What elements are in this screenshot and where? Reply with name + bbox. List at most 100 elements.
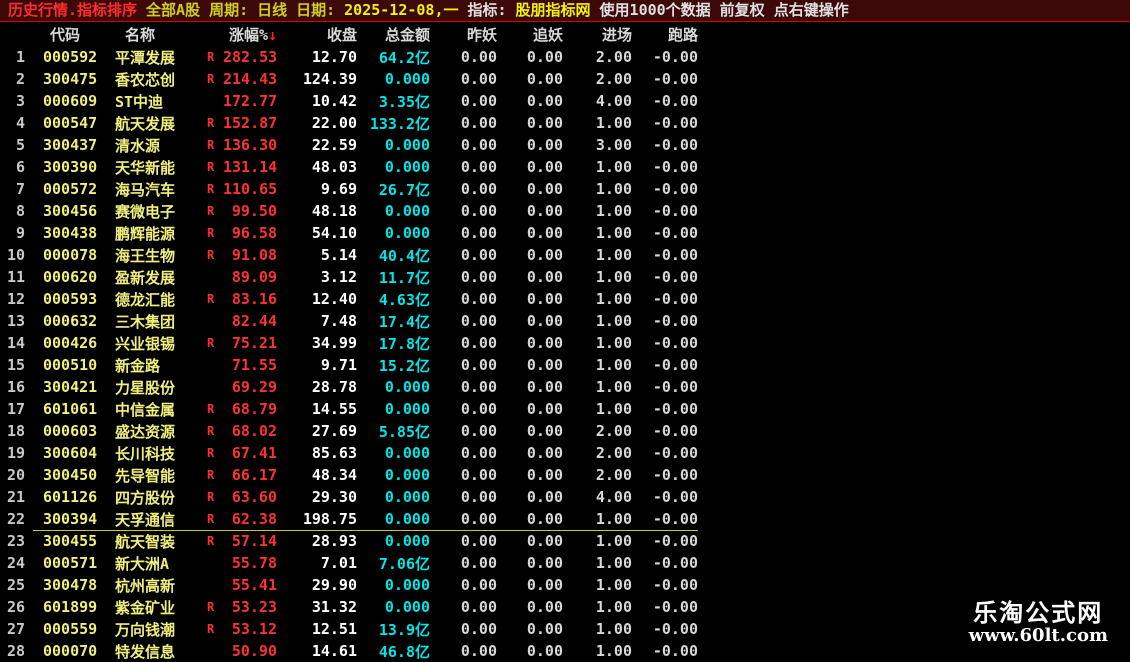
stock-code[interactable]: 300455: [43, 532, 98, 550]
stock-name[interactable]: 航天发展: [115, 114, 176, 133]
stock-code[interactable]: 000592: [43, 48, 98, 66]
stock-name[interactable]: 赛微电子: [115, 202, 176, 221]
stock-name[interactable]: 海马汽车: [115, 180, 176, 199]
jinchang-value: 1.00: [595, 114, 632, 132]
table-row[interactable]: 18 000603 盛达资源 R 68.02 27.69 5.85亿 0.00 …: [0, 420, 1130, 442]
stock-name[interactable]: 航天智装: [115, 532, 176, 551]
table-row[interactable]: 11 000620 盈新发展 89.09 3.12 11.7亿 0.00 0.0…: [0, 266, 1130, 288]
stock-name[interactable]: 平潭发展: [115, 48, 176, 67]
table-row[interactable]: 4 000547 航天发展 R 152.87 22.00 133.2亿 0.00…: [0, 112, 1130, 134]
column-header-paolu[interactable]: 跑路: [667, 25, 698, 44]
table-row[interactable]: 26 601899 紫金矿业 R 53.23 31.32 0.000 0.00 …: [0, 596, 1130, 618]
column-header-jinchang[interactable]: 进场: [601, 25, 632, 44]
stock-name[interactable]: 盛达资源: [115, 422, 176, 441]
table-row[interactable]: 19 300604 长川科技 R 67.41 85.63 0.000 0.00 …: [0, 442, 1130, 464]
column-header-close[interactable]: 收盘: [326, 25, 357, 44]
stock-code[interactable]: 000559: [43, 620, 98, 638]
stock-code[interactable]: 300437: [43, 136, 98, 154]
table-row[interactable]: 3 000609 ST中迪 172.77 10.42 3.35亿 0.00 0.…: [0, 90, 1130, 112]
table-row[interactable]: 8 300456 赛微电子 R 99.50 48.18 0.000 0.00 0…: [0, 200, 1130, 222]
stock-name[interactable]: 新大洲A: [115, 554, 170, 573]
table-row[interactable]: 24 000571 新大洲A 55.78 7.01 7.06亿 0.00 0.0…: [0, 552, 1130, 574]
stock-name[interactable]: 中信金属: [115, 400, 176, 419]
stock-code[interactable]: 300394: [43, 510, 98, 528]
stock-code[interactable]: 000426: [43, 334, 98, 352]
stock-code[interactable]: 300478: [43, 576, 98, 594]
stock-name[interactable]: 新金路: [115, 356, 161, 375]
table-row[interactable]: 12 000593 德龙汇能 R 83.16 12.40 4.63亿 0.00 …: [0, 288, 1130, 310]
column-header-change[interactable]: 涨幅%↓: [223, 24, 277, 45]
stock-code[interactable]: 300390: [43, 158, 98, 176]
table-row[interactable]: 17 601061 中信金属 R 68.79 14.55 0.000 0.00 …: [0, 398, 1130, 420]
table-row[interactable]: 2 300475 香农芯创 R 214.43 124.39 0.000 0.00…: [0, 68, 1130, 90]
stock-name[interactable]: 特发信息: [115, 642, 176, 661]
table-row[interactable]: 28 000070 特发信息 50.90 14.61 46.8亿 0.00 0.…: [0, 640, 1130, 662]
table-row[interactable]: 22 300394 天孚通信 R 62.38 198.75 0.000 0.00…: [0, 508, 1130, 531]
stock-name[interactable]: 四方股份: [115, 488, 176, 507]
stock-code[interactable]: 300604: [43, 444, 98, 462]
stock-code[interactable]: 601126: [43, 488, 98, 506]
table-row[interactable]: 9 300438 鹏辉能源 R 96.58 54.10 0.000 0.00 0…: [0, 222, 1130, 244]
table-row[interactable]: 5 300437 清水源 R 136.30 22.59 0.000 0.00 0…: [0, 134, 1130, 156]
stock-name[interactable]: 长川科技: [115, 444, 176, 463]
stock-name[interactable]: 兴业银锡: [115, 334, 176, 353]
total-amount-value: 64.2亿: [378, 48, 430, 67]
table-row[interactable]: 15 000510 新金路 71.55 9.71 15.2亿 0.00 0.00…: [0, 354, 1130, 376]
column-header-amount[interactable]: 总金额: [384, 25, 430, 44]
table-row[interactable]: 13 000632 三木集团 82.44 7.48 17.4亿 0.00 0.0…: [0, 310, 1130, 332]
stock-name[interactable]: 香农芯创: [115, 70, 176, 89]
stock-name[interactable]: 三木集团: [115, 312, 176, 331]
column-header-code[interactable]: 代码: [50, 25, 81, 44]
stock-code[interactable]: 000572: [43, 180, 98, 198]
stock-code[interactable]: 300450: [43, 466, 98, 484]
table-row[interactable]: 27 000559 万向钱潮 R 53.12 12.51 13.9亿 0.00 …: [0, 618, 1130, 640]
table-row[interactable]: 14 000426 兴业银锡 R 75.21 34.99 17.8亿 0.00 …: [0, 332, 1130, 354]
stock-name[interactable]: 天华新能: [115, 158, 176, 177]
table-row[interactable]: 6 300390 天华新能 R 131.14 48.03 0.000 0.00 …: [0, 156, 1130, 178]
stock-code[interactable]: 300438: [43, 224, 98, 242]
stock-code[interactable]: 000620: [43, 268, 98, 286]
change-percent-value: 83.16: [231, 290, 277, 308]
table-row[interactable]: 16 300421 力星股份 69.29 28.78 0.000 0.00 0.…: [0, 376, 1130, 398]
table-row[interactable]: 23 300455 航天智装 R 57.14 28.93 0.000 0.00 …: [0, 530, 1130, 552]
stock-name[interactable]: 天孚通信: [115, 510, 176, 529]
stock-code[interactable]: 300475: [43, 70, 98, 88]
stock-code[interactable]: 300421: [43, 378, 98, 396]
stock-name[interactable]: 力星股份: [115, 378, 176, 397]
stock-code[interactable]: 000632: [43, 312, 98, 330]
table-row[interactable]: 25 300478 杭州高新 55.41 29.90 0.000 0.00 0.…: [0, 574, 1130, 596]
stock-code[interactable]: 000510: [43, 356, 98, 374]
stock-code[interactable]: 000078: [43, 246, 98, 264]
stock-name[interactable]: 海王生物: [115, 246, 176, 265]
stock-code[interactable]: 601899: [43, 598, 98, 616]
stock-code[interactable]: 000609: [43, 92, 98, 110]
column-header-zhuiyao[interactable]: 追妖: [532, 25, 563, 44]
stock-code[interactable]: 000547: [43, 114, 98, 132]
stock-name[interactable]: 万向钱潮: [115, 620, 176, 639]
table-row[interactable]: 20 300450 先导智能 R 66.17 48.34 0.000 0.00 …: [0, 464, 1130, 486]
stock-name[interactable]: 先导智能: [115, 466, 176, 485]
table-row[interactable]: 7 000572 海马汽车 R 110.65 9.69 26.7亿 0.00 0…: [0, 178, 1130, 200]
stock-code[interactable]: 000603: [43, 422, 98, 440]
stock-code[interactable]: 000593: [43, 290, 98, 308]
table-row[interactable]: 10 000078 海王生物 R 91.08 5.14 40.4亿 0.00 0…: [0, 244, 1130, 266]
column-header-zuoyao[interactable]: 昨妖: [466, 25, 497, 44]
stock-name[interactable]: 清水源: [115, 136, 161, 155]
stock-name[interactable]: 紫金矿业: [115, 598, 176, 617]
jinchang-value: 1.00: [595, 532, 632, 550]
column-header-name[interactable]: 名称: [125, 25, 156, 44]
stock-code[interactable]: 000070: [43, 642, 98, 660]
row-number: 12: [6, 290, 25, 308]
stock-name[interactable]: ST中迪: [115, 92, 164, 111]
stock-name[interactable]: 杭州高新: [115, 576, 176, 595]
table-row[interactable]: 1 000592 平潭发展 R 282.53 12.70 64.2亿 0.00 …: [0, 46, 1130, 68]
table-row[interactable]: 21 601126 四方股份 R 63.60 29.30 0.000 0.00 …: [0, 486, 1130, 508]
stock-code[interactable]: 000571: [43, 554, 98, 572]
stock-name[interactable]: 鹏辉能源: [115, 224, 176, 243]
stock-name[interactable]: 德龙汇能: [115, 290, 176, 309]
total-amount-value: 0.000: [384, 378, 430, 396]
paolu-value: -0.00: [652, 70, 698, 88]
stock-name[interactable]: 盈新发展: [115, 268, 176, 287]
stock-code[interactable]: 300456: [43, 202, 98, 220]
stock-code[interactable]: 601061: [43, 400, 98, 418]
